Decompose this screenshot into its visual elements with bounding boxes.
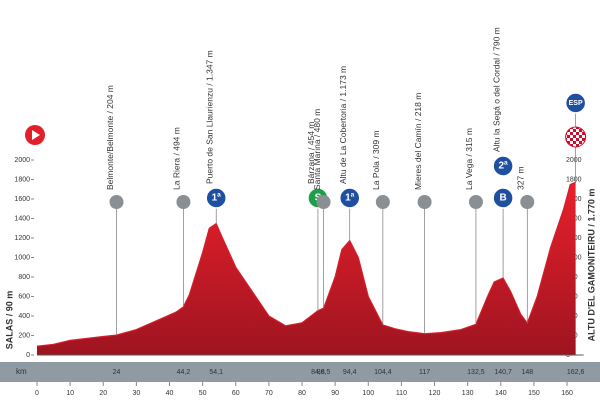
waypoint-label: Belmonte/Belmonte / 204 m: [105, 85, 115, 190]
waypoint-km: 86,5: [317, 369, 331, 376]
waypoint-km: 104,4: [374, 369, 392, 376]
x-tick-label: 30: [132, 390, 140, 397]
y-tick-label: 2000: [14, 157, 30, 164]
x-tick-label: 130: [462, 390, 474, 397]
x-tick-label: 80: [298, 390, 306, 397]
badge-text: 2ª: [498, 161, 508, 172]
x-tick-label: 40: [166, 390, 174, 397]
x-tick-label: 10: [66, 390, 74, 397]
waypoint-km: 140,7: [494, 369, 512, 376]
finish-checker: [565, 126, 587, 148]
y-tick-label: 400: [18, 313, 30, 320]
y-tick-label: 1600: [14, 196, 30, 203]
waypoint-label: Bárzana / 454 m: [306, 122, 316, 184]
finish-label: ALTU D'EL GAMONITEIRU / 1.770 m: [586, 189, 596, 342]
x-tick-label: 110: [396, 390, 407, 397]
y-tick-label: 800: [18, 274, 30, 281]
x-tick-label: 120: [429, 390, 441, 397]
y-tick-label-right: 1800: [566, 176, 582, 183]
badge: [338, 187, 361, 209]
finish-badge: [564, 92, 587, 114]
waypoint-km: 162,6: [567, 369, 585, 376]
waypoint-label: Altu la Segá o del Cordal / 790 m: [491, 27, 501, 152]
x-tick-label: 50: [199, 390, 207, 397]
y-tick-label: 1200: [14, 235, 30, 242]
start-label: SALAS / 90 m: [4, 291, 14, 350]
profile-line: [36, 181, 576, 347]
profile-fill: [37, 182, 576, 355]
waypoint-km: 148: [521, 369, 533, 376]
waypoint-icon: [375, 195, 390, 209]
badge-text: 1ª: [212, 193, 222, 204]
waypoint-km: 84,8: [311, 369, 325, 376]
badge: [205, 187, 227, 209]
waypoint-icon: [468, 195, 483, 209]
y-tick-label: 600: [18, 293, 30, 300]
badge-text: B: [499, 193, 506, 204]
waypoint-icon: [109, 195, 124, 209]
y-tick-label: 0: [26, 352, 30, 359]
waypoint-label: Puerto de San Llaurienzu / 1.347 m: [204, 50, 214, 184]
waypoint-icon: [520, 195, 535, 209]
waypoint-km: 132,5: [467, 369, 485, 376]
x-tick-label: 0: [35, 390, 39, 397]
y-tick-label-right: 2000: [566, 157, 582, 164]
start-arrow: [32, 130, 40, 140]
waypoint-label: La Riera / 494 m: [172, 127, 182, 190]
waypoint-label: Santa Marina / 480 m: [312, 109, 322, 190]
x-tick-label: 70: [265, 390, 273, 397]
x-tick-label: 60: [232, 390, 240, 397]
waypoint-label: 327 m: [516, 166, 526, 190]
waypoint-label: La Pola / 309 m: [371, 130, 381, 190]
y-tick-label: 1000: [14, 254, 30, 261]
km-strip: [0, 362, 600, 382]
waypoint-km: 24: [113, 369, 121, 376]
waypoint-km: 54,1: [209, 369, 223, 376]
y-tick-label: 1400: [14, 215, 30, 222]
x-tick-label: 90: [331, 390, 339, 397]
y-tick-label: 200: [18, 332, 30, 339]
badge: [492, 187, 514, 209]
waypoint-icon: [316, 195, 331, 209]
finish-badge-text: ESP: [569, 100, 583, 107]
x-tick-label: 140: [495, 390, 507, 397]
waypoint-label: Altu de La Cobertoria / 1.173 m: [338, 66, 348, 184]
x-tick-label: 100: [362, 390, 374, 397]
waypoint-icon: [417, 195, 432, 209]
waypoint-label: La Vega / 315 m: [464, 128, 474, 190]
waypoint-km: 117: [419, 369, 430, 376]
x-tick-label: 20: [99, 390, 107, 397]
x-tick-label: 150: [528, 390, 540, 397]
waypoint-label: Mieres del Camín / 218 m: [413, 93, 423, 190]
km-unit: km: [16, 367, 27, 376]
y-tick-label: 1800: [14, 176, 30, 183]
badge-text: 1ª: [345, 193, 355, 204]
badge: [492, 155, 514, 177]
waypoint-icon: [176, 195, 191, 209]
x-tick-label: 160: [561, 390, 573, 397]
waypoint-km: 94,4: [343, 369, 357, 376]
waypoint-km: 44,2: [177, 369, 191, 376]
